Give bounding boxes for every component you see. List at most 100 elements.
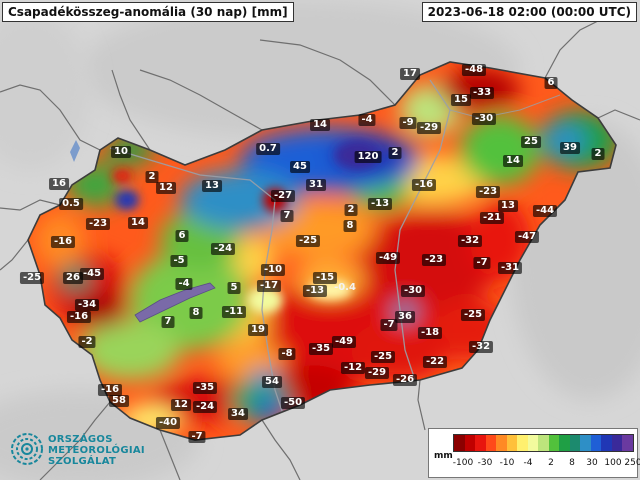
- map-title: Csapadékösszeg-anomália (30 nap) [mm]: [2, 2, 294, 22]
- value-label: 5: [227, 282, 241, 294]
- org-name-line-3: SZOLGÁLAT: [48, 456, 117, 467]
- value-label: -0.4: [334, 282, 356, 293]
- legend-unit: mm: [434, 451, 453, 461]
- legend-swatch: [464, 435, 475, 451]
- value-label: 2: [344, 204, 358, 216]
- value-label: 36: [395, 311, 415, 323]
- value-label: -24: [192, 401, 218, 413]
- value-label: -7: [188, 431, 206, 443]
- value-label: -16: [66, 311, 92, 323]
- value-label: -25: [370, 351, 396, 363]
- value-label: 26: [63, 272, 83, 284]
- value-label: -2: [78, 336, 96, 348]
- organization-logo: ORSZÁGOS METEOROLÓGIAI SZOLGÁLAT: [10, 432, 160, 472]
- value-label: -11: [221, 306, 247, 318]
- value-label: -49: [375, 252, 401, 264]
- legend-swatch: [548, 435, 559, 451]
- value-label: 12: [156, 182, 176, 194]
- value-label: -16: [411, 179, 437, 191]
- value-label: 16: [49, 178, 69, 190]
- value-label: -29: [416, 122, 442, 134]
- swirl-logo-icon: [11, 433, 43, 465]
- value-label: -44: [532, 205, 558, 217]
- legend-tick-labels: -100 -30 -10 -4 2 8 30 100 250: [452, 458, 640, 472]
- value-label: -10: [260, 264, 286, 276]
- value-label: -30: [400, 285, 426, 297]
- value-label: 7: [161, 316, 175, 328]
- value-label: -27: [270, 190, 296, 202]
- value-label: -16: [50, 236, 76, 248]
- value-label: 58: [109, 395, 129, 407]
- value-label: -40: [155, 417, 181, 429]
- value-label: -25: [460, 309, 486, 321]
- legend-swatch: [622, 435, 633, 451]
- country-borders: [0, 14, 640, 480]
- value-label: -23: [421, 254, 447, 266]
- value-label: -4: [358, 114, 376, 126]
- legend-swatch: [506, 435, 517, 451]
- legend-swatch: [527, 435, 538, 451]
- legend-swatch: [601, 435, 612, 451]
- value-label: -31: [497, 262, 523, 274]
- value-label: -49: [331, 336, 357, 348]
- value-label: -13: [302, 285, 328, 297]
- legend-color-bar: [453, 434, 634, 452]
- value-label: 2: [145, 171, 159, 183]
- org-name-line-2: METEOROLÓGIAI: [48, 445, 145, 456]
- value-label: -30: [471, 113, 497, 125]
- value-label: -26: [392, 374, 418, 386]
- legend-swatch: [517, 435, 528, 451]
- legend-swatch: [454, 435, 465, 451]
- value-label: -21: [479, 212, 505, 224]
- value-label: -34: [74, 299, 100, 311]
- value-label: 25: [521, 136, 541, 148]
- value-label: -48: [461, 64, 487, 76]
- value-label: 39: [560, 142, 580, 154]
- value-label: -32: [468, 341, 494, 353]
- legend-swatch: [538, 435, 549, 451]
- value-label: -23: [475, 186, 501, 198]
- value-label: 6: [175, 230, 189, 242]
- value-label: -5: [170, 255, 188, 267]
- value-label: 34: [228, 408, 248, 420]
- value-label: -15: [312, 272, 338, 284]
- value-label: -29: [364, 367, 390, 379]
- value-label: -18: [417, 327, 443, 339]
- value-label: 13: [202, 180, 222, 192]
- value-label: -23: [85, 218, 111, 230]
- value-label: 120: [354, 151, 382, 163]
- value-label: 10: [111, 146, 131, 158]
- value-label: -7: [473, 257, 491, 269]
- legend-tick-label: -100: [452, 458, 474, 468]
- legend-swatch: [580, 435, 591, 451]
- value-label: -25: [295, 235, 321, 247]
- legend-swatch: [485, 435, 496, 451]
- legend-swatch: [611, 435, 622, 451]
- value-label: 45: [290, 161, 310, 173]
- map-timestamp: 2023-06-18 02:00 (00:00 UTC): [421, 2, 637, 22]
- value-label: -33: [469, 87, 495, 99]
- value-label: 12: [171, 399, 191, 411]
- legend-tick-label: 100: [604, 458, 622, 468]
- value-label: 14: [310, 119, 330, 131]
- value-label: 17: [400, 68, 420, 80]
- legend-tick-label: 8: [569, 458, 575, 468]
- legend-tick-label: -10: [499, 458, 515, 468]
- legend-swatch: [496, 435, 507, 451]
- legend-tick-label: 30: [586, 458, 598, 468]
- value-label: -12: [340, 362, 366, 374]
- color-legend: mm -100 -30 -10 -4 2 8 30 100 250: [428, 428, 640, 478]
- value-label: 8: [343, 220, 357, 232]
- value-label: 13: [498, 200, 518, 212]
- value-label: -4: [175, 278, 193, 290]
- value-label: -32: [457, 235, 483, 247]
- legend-tick-label: -4: [523, 458, 533, 468]
- value-label: 14: [503, 155, 523, 167]
- legend-tick-label: 250: [624, 458, 640, 468]
- value-label: 15: [451, 94, 471, 106]
- value-label: -50: [280, 397, 306, 409]
- legend-tick-label: 2: [548, 458, 554, 468]
- value-label: 0.7: [256, 143, 280, 155]
